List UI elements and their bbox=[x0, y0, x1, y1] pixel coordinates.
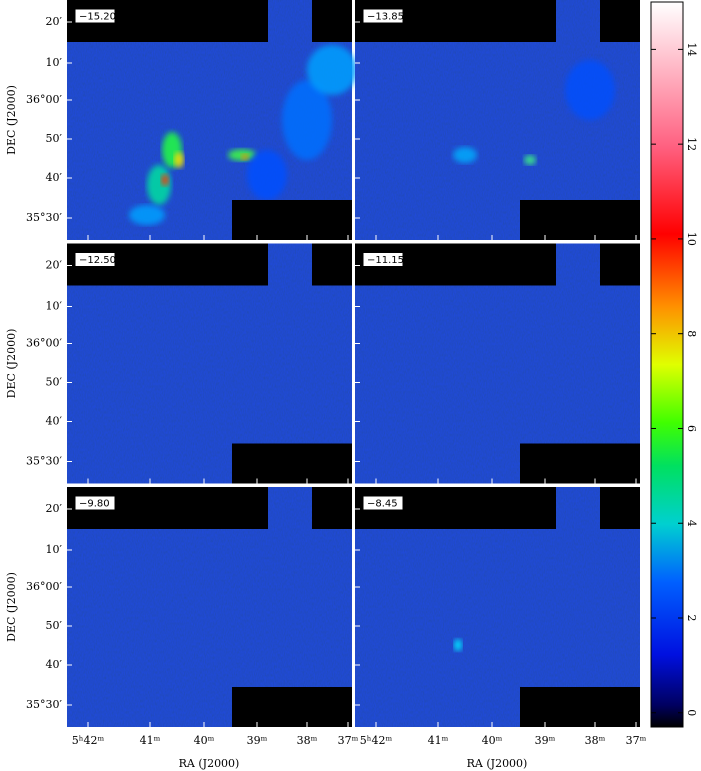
y-tick-label: 36°00′ bbox=[26, 337, 62, 350]
emission bbox=[307, 45, 357, 95]
panel-label-box bbox=[362, 495, 404, 511]
y-tick-label: 36°00′ bbox=[26, 580, 62, 593]
emission bbox=[147, 165, 171, 205]
colorbar-tick-label: 6 bbox=[685, 425, 698, 432]
x-tick-label: 38ᵐ bbox=[297, 734, 318, 747]
y-tick-label: 20′ bbox=[46, 259, 63, 272]
colorbar-tick-label: 14 bbox=[685, 42, 698, 56]
panel-label-box bbox=[362, 252, 404, 267]
y-tick-label: 50′ bbox=[46, 132, 63, 145]
mask bbox=[520, 687, 640, 727]
x-tick-label: 41ᵐ bbox=[140, 734, 161, 747]
emission bbox=[129, 205, 165, 225]
y-tick-label: 10′ bbox=[46, 56, 63, 69]
mask bbox=[600, 243, 640, 286]
panel-label: −8.45 bbox=[367, 499, 398, 510]
colorbar-tick-label: 2 bbox=[685, 615, 698, 622]
x-tick-label: 5ʰ42ᵐ bbox=[360, 734, 393, 747]
panel-label: −12.50 bbox=[79, 255, 116, 266]
y-tick-label: 20′ bbox=[46, 502, 63, 515]
panel-label: −13.85 bbox=[367, 12, 404, 23]
x-tick-label: 5ʰ42ᵐ bbox=[72, 734, 105, 747]
mask bbox=[600, 487, 640, 529]
y-axis-label: DEC (J2000) bbox=[5, 329, 18, 399]
colorbar-tick-label: 0 bbox=[685, 709, 698, 716]
mask bbox=[312, 243, 352, 286]
x-tick-label: 39ᵐ bbox=[247, 734, 268, 747]
emission bbox=[282, 80, 332, 160]
panel-label: −11.15 bbox=[367, 255, 404, 266]
x-tick-label: 40ᵐ bbox=[194, 734, 215, 747]
x-axis-label: RA (J2000) bbox=[467, 757, 528, 770]
panel-label: −9.80 bbox=[79, 499, 110, 510]
panel-label-box bbox=[362, 8, 404, 24]
y-tick-label: 40′ bbox=[46, 415, 63, 428]
colorbar-tick-label: 10 bbox=[685, 232, 698, 246]
x-tick-label: 41ᵐ bbox=[428, 734, 449, 747]
y-tick-label: 10′ bbox=[46, 543, 63, 556]
y-tick-label: 35°30′ bbox=[26, 455, 62, 468]
panel-label: −15.20 bbox=[79, 12, 116, 23]
mask bbox=[312, 0, 352, 42]
x-tick-label: 40ᵐ bbox=[482, 734, 503, 747]
mask bbox=[232, 443, 352, 484]
emission bbox=[241, 154, 249, 160]
x-tick-label: 39ᵐ bbox=[535, 734, 556, 747]
y-tick-label: 40′ bbox=[46, 658, 63, 671]
x-axis-label: RA (J2000) bbox=[179, 757, 240, 770]
y-tick-label: 35°30′ bbox=[26, 698, 62, 711]
y-tick-label: 50′ bbox=[46, 619, 63, 632]
x-tick-label: 37ᵐ bbox=[338, 734, 359, 747]
y-tick-label: 35°30′ bbox=[26, 211, 62, 224]
y-axis-label: DEC (J2000) bbox=[5, 572, 18, 642]
y-tick-label: 10′ bbox=[46, 300, 63, 313]
mask bbox=[600, 0, 640, 42]
x-tick-label: 38ᵐ bbox=[585, 734, 606, 747]
emission bbox=[174, 152, 184, 168]
mask bbox=[232, 687, 352, 727]
emission bbox=[565, 60, 615, 120]
y-tick-label: 40′ bbox=[46, 171, 63, 184]
emission bbox=[524, 155, 536, 165]
y-axis-label: DEC (J2000) bbox=[5, 85, 18, 155]
emission bbox=[161, 174, 169, 186]
emission bbox=[247, 150, 287, 200]
emission bbox=[228, 149, 256, 161]
panel-label-box bbox=[74, 8, 116, 24]
y-tick-label: 20′ bbox=[46, 15, 63, 28]
colorbar-tick-label: 12 bbox=[685, 137, 698, 151]
emission bbox=[453, 147, 477, 163]
colorbar-tick-label: 8 bbox=[685, 330, 698, 337]
y-tick-label: 36°00′ bbox=[26, 93, 62, 106]
colorbar bbox=[650, 1, 684, 728]
mask bbox=[232, 200, 352, 240]
panel-label-box bbox=[74, 252, 116, 267]
panel-label-box bbox=[74, 495, 116, 511]
x-tick-label: 37ᵐ bbox=[626, 734, 647, 747]
y-tick-label: 50′ bbox=[46, 376, 63, 389]
colorbar-tick-label: 4 bbox=[685, 520, 698, 527]
mask bbox=[520, 443, 640, 484]
mask bbox=[520, 200, 640, 240]
mask bbox=[312, 487, 352, 529]
emission bbox=[454, 639, 462, 651]
